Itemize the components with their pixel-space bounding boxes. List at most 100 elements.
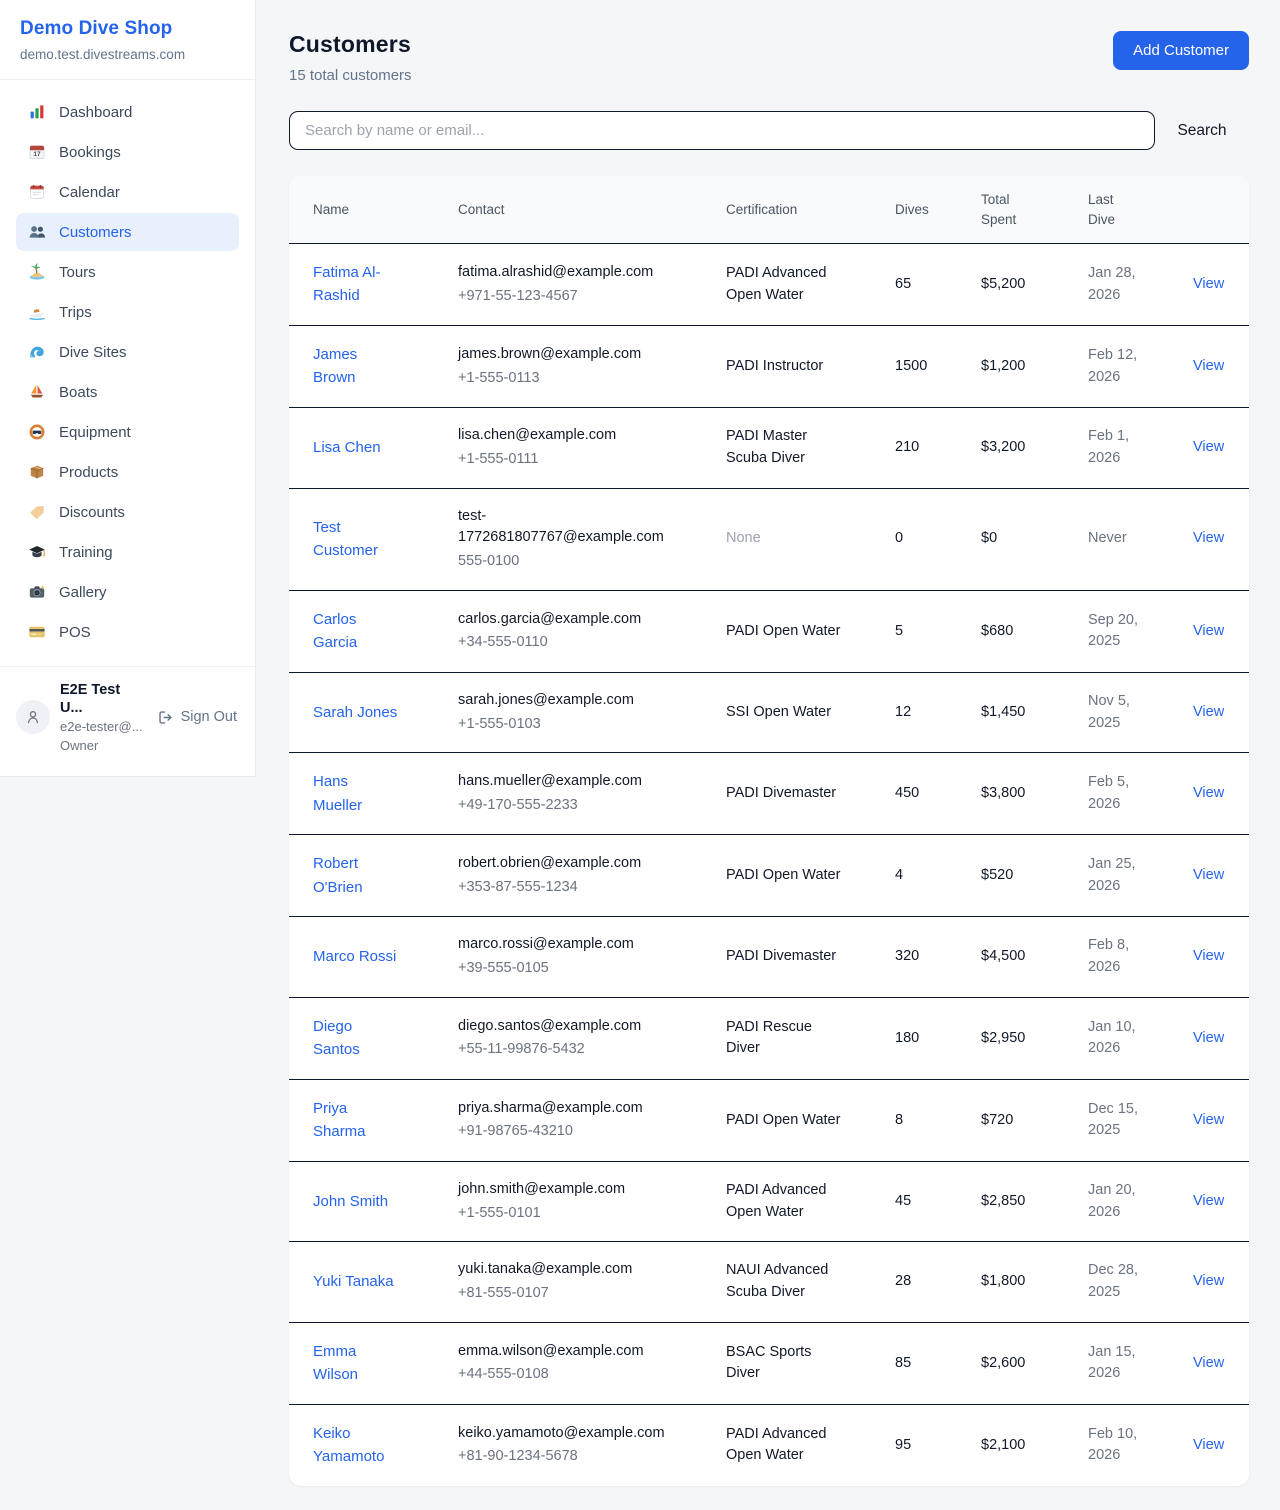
- sidebar-item-label: Discounts: [59, 503, 125, 521]
- view-link[interactable]: View: [1193, 1354, 1225, 1371]
- page-header: Customers 15 total customers Add Custome…: [289, 31, 1249, 84]
- customer-name-link[interactable]: Yuki Tanaka: [313, 1273, 394, 1291]
- customer-last-dive: Jan 10, 2026: [1088, 1018, 1136, 1057]
- customer-name-link[interactable]: Sarah Jones: [313, 703, 398, 721]
- customer-phone: +55-11-99876-5432: [458, 1041, 585, 1058]
- customer-email: james.brown@example.com: [458, 345, 642, 362]
- view-link[interactable]: View: [1193, 785, 1225, 801]
- customer-name-link[interactable]: Hans Mueller: [313, 773, 363, 814]
- view-link[interactable]: View: [1193, 530, 1225, 547]
- customer-last-dive: Dec 28, 2025: [1088, 1262, 1138, 1301]
- customer-last-dive: Feb 8, 2026: [1088, 937, 1130, 976]
- sidebar-item-boats[interactable]: Boats: [16, 373, 239, 411]
- sidebar-item-pos[interactable]: POS: [16, 613, 239, 651]
- view-link[interactable]: View: [1193, 1273, 1225, 1290]
- sidebar-item-label: Products: [59, 463, 119, 481]
- sign-out-icon: [158, 711, 172, 724]
- bookings-calendar-icon: 17: [28, 143, 46, 161]
- customer-dives: 320: [895, 948, 920, 965]
- customer-name-link[interactable]: Marco Rossi: [313, 948, 397, 966]
- package-icon: [28, 463, 46, 481]
- customer-name-link[interactable]: Priya Sharma: [313, 1099, 366, 1141]
- customer-dives: 0: [895, 530, 904, 547]
- customer-name-link[interactable]: Carlos Garcia: [313, 610, 358, 652]
- customer-phone: +44-555-0108: [458, 1366, 549, 1383]
- search-bar: Search: [289, 111, 1249, 150]
- sidebar-item-calendar[interactable]: Calendar: [16, 173, 239, 211]
- person-icon: [27, 711, 39, 724]
- customer-name-link[interactable]: Fatima Al-Rashid: [313, 264, 381, 305]
- sidebar-item-trips[interactable]: Trips: [16, 293, 239, 331]
- customer-total-spent: $720: [981, 1111, 1014, 1128]
- sidebar-item-dive-sites[interactable]: Dive Sites: [16, 333, 239, 371]
- customer-email: sarah.jones@example.com: [458, 691, 634, 708]
- sidebar-item-dashboard[interactable]: Dashboard: [16, 93, 239, 131]
- column-header-last-dive: Last Dive: [1088, 176, 1193, 245]
- view-link[interactable]: View: [1193, 1029, 1225, 1046]
- search-button[interactable]: Search: [1155, 122, 1249, 140]
- view-link[interactable]: View: [1193, 867, 1225, 883]
- sidebar-item-tours[interactable]: Tours: [16, 253, 239, 291]
- customer-last-dive: Never: [1088, 530, 1127, 547]
- sidebar-item-equipment[interactable]: Equipment: [16, 413, 239, 451]
- sidebar-item-products[interactable]: Products: [16, 453, 239, 491]
- customer-email: john.smith@example.com: [458, 1180, 626, 1197]
- search-input[interactable]: [289, 111, 1155, 150]
- view-link[interactable]: View: [1193, 1436, 1225, 1453]
- customer-dives: 450: [895, 785, 920, 801]
- customer-name-link[interactable]: James Brown: [313, 346, 358, 387]
- view-link[interactable]: View: [1193, 439, 1225, 455]
- sidebar-item-customers[interactable]: Customers: [16, 213, 239, 251]
- view-link[interactable]: View: [1193, 703, 1225, 720]
- table-row: Priya Sharma priya.sharma@example.com +91…: [289, 1079, 1249, 1162]
- customer-phone: +1-555-0101: [458, 1204, 541, 1221]
- customer-certification: PADI Divemaster: [726, 785, 837, 801]
- customer-phone: +971-55-123-4567: [458, 287, 578, 304]
- view-link[interactable]: View: [1193, 1192, 1225, 1209]
- sailboat-icon: [28, 383, 46, 401]
- table-row: Fatima Al-Rashid fatima.alrashid@example…: [289, 244, 1249, 326]
- table-row: Emma Wilson emma.wilson@example.com +44-5…: [289, 1322, 1249, 1405]
- user-role: Owner: [60, 737, 99, 753]
- view-link[interactable]: View: [1193, 948, 1225, 965]
- customer-name-link[interactable]: Test Customer: [313, 518, 379, 559]
- column-header-certification: Certification: [726, 176, 895, 245]
- shop-name: Demo Dive Shop: [20, 18, 173, 39]
- customer-certification: NAUI Advanced Scuba Diver: [726, 1262, 829, 1301]
- sidebar-nav: Dashboard 17 Bookings Calendar Customers…: [0, 80, 255, 666]
- sidebar-item-bookings[interactable]: 17 Bookings: [16, 133, 239, 171]
- sidebar-item-gallery[interactable]: Gallery: [16, 573, 239, 611]
- customer-dives: 180: [895, 1029, 920, 1046]
- table-row: Lisa Chen lisa.chen@example.com +1-555-01…: [289, 408, 1249, 489]
- customer-name-link[interactable]: Diego Santos: [313, 1017, 360, 1059]
- customer-last-dive: Jan 15, 2026: [1088, 1343, 1136, 1382]
- sidebar-item-label: Training: [59, 543, 113, 561]
- credit-card-icon: [28, 623, 46, 641]
- customer-name-link[interactable]: Emma Wilson: [313, 1342, 359, 1384]
- customer-dives: 85: [895, 1354, 912, 1371]
- customer-name-link[interactable]: Keiko Yamamoto: [313, 1424, 385, 1466]
- people-icon: [28, 223, 46, 241]
- customer-email: hans.mueller@example.com: [458, 773, 642, 790]
- view-link[interactable]: View: [1193, 1111, 1225, 1128]
- sidebar-item-discounts[interactable]: Discounts: [16, 493, 239, 531]
- customer-dives: 12: [895, 703, 912, 720]
- customer-dives: 5: [895, 622, 904, 639]
- customer-total-spent: $3,200: [981, 439, 1026, 455]
- customer-dives: 8: [895, 1111, 904, 1128]
- customer-total-spent: $1,200: [981, 357, 1026, 374]
- table-row: Robert O'Brien robert.obrien@example.com…: [289, 835, 1249, 917]
- sidebar-item-training[interactable]: Training: [16, 533, 239, 571]
- customer-name-link[interactable]: John Smith: [313, 1192, 389, 1210]
- customer-phone: +34-555-0110: [458, 634, 548, 651]
- add-customer-button[interactable]: Add Customer: [1113, 31, 1249, 70]
- view-link[interactable]: View: [1193, 622, 1225, 639]
- customer-total-spent: $4,500: [981, 948, 1026, 965]
- view-link[interactable]: View: [1193, 275, 1225, 292]
- view-link[interactable]: View: [1193, 357, 1225, 374]
- sign-out-button[interactable]: Sign Out: [157, 709, 237, 726]
- sidebar: Demo Dive Shop demo.test.divestreams.com…: [0, 0, 256, 777]
- customer-name-link[interactable]: Lisa Chen: [313, 439, 381, 456]
- customer-last-dive: Sep 20, 2025: [1088, 611, 1138, 650]
- customer-name-link[interactable]: Robert O'Brien: [313, 855, 363, 896]
